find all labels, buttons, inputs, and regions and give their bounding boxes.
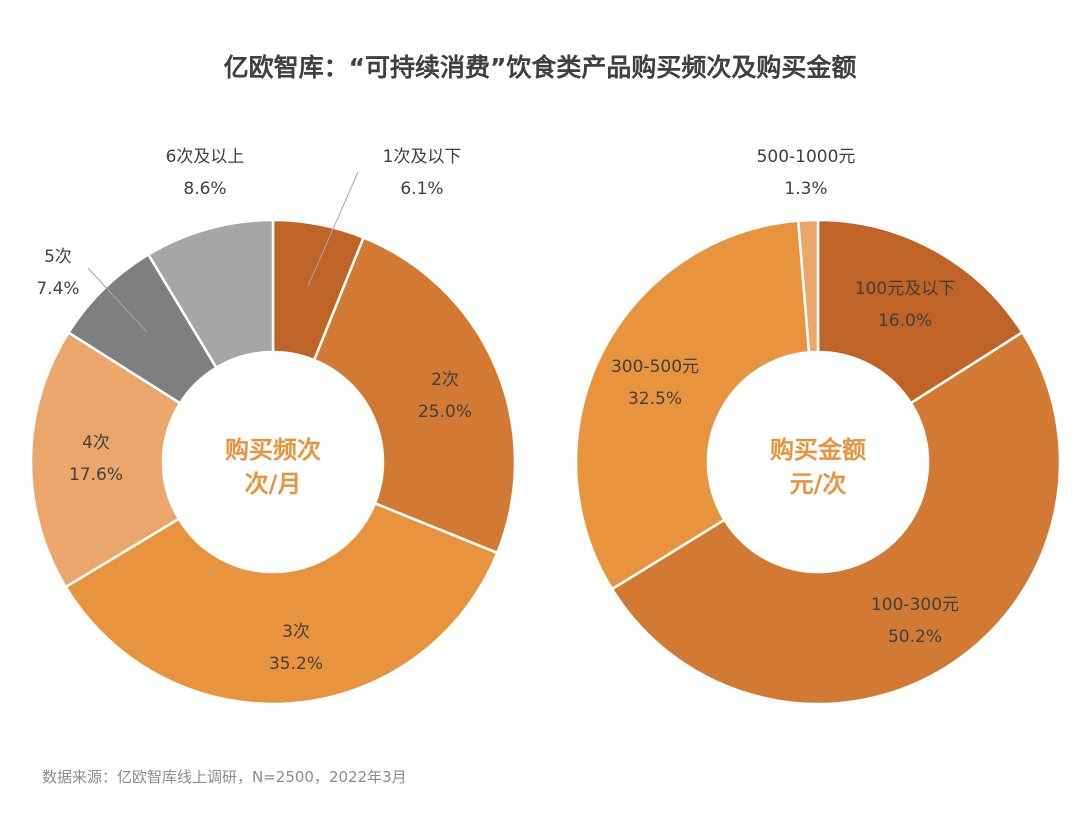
slice-label-2x: 2次 [431,370,459,390]
slice-value-1x-or-less: 6.1% [400,179,443,199]
slice-label-3x: 3次 [282,622,310,642]
slice-label-1x-or-less: 1次及以下 [383,147,462,167]
chart-title: 亿欧智库：“可持续消费”饮食类产品购买频次及购买金额 [223,53,857,82]
donut-slice-2x [312,235,517,555]
center-unit: 元/次 [790,470,847,498]
slice-value-5x: 7.4% [36,279,79,299]
slice-label-300-500-yuan: 300-500元 [611,357,699,377]
center-title: 购买金额 [770,436,866,464]
slice-value-100-300-yuan: 50.2% [888,627,942,647]
slice-label-4x: 4次 [82,433,110,453]
slice-label-100-300-yuan: 100-300元 [871,595,959,615]
slice-label-5x: 5次 [44,247,72,267]
slice-label-100-yuan-or-less: 100元及以下 [855,279,955,299]
slice-value-500-1000-yuan: 1.3% [784,179,827,199]
center-unit: 次/月 [245,470,302,498]
donut-slice-300-500-yuan [574,219,811,591]
slice-value-100-yuan-or-less: 16.0% [878,311,932,331]
donut-slice-500-1000-yuan [796,218,820,354]
slice-value-3x: 35.2% [269,654,323,674]
donut-slice-100-300-yuan [610,330,1062,706]
slice-label-500-1000-yuan: 500-1000元 [757,147,856,167]
slice-value-2x: 25.0% [418,402,472,422]
source-note: 数据来源：亿欧智库线上调研，N=2500，2022年3月 [42,768,407,786]
donut-slice-100-yuan-or-less [816,218,1025,405]
frequency-donut-chart: 1次及以下 6.1% 2次 25.0% 3次 35.2% 4次 17.6% 5次 7.4% 6次及以… [29,147,517,706]
leader-line-5x [87,267,148,333]
center-title: 购买频次 [225,436,321,464]
amount-donut-chart: 100元及以下 16.0% 100-300元 50.2% 300-500元 32.5% 50… [574,147,1062,706]
slice-value-4x: 17.6% [69,465,123,485]
donut-slice-6x-or-more [146,218,275,370]
donut-slice-4x [29,330,182,589]
leader-line-1x-or-less [307,171,359,287]
donut-slice-3x [64,501,499,706]
slice-value-6x-or-more: 8.6% [183,179,226,199]
slice-value-300-500-yuan: 32.5% [628,389,682,409]
slice-label-6x-or-more: 6次及以上 [166,147,245,167]
